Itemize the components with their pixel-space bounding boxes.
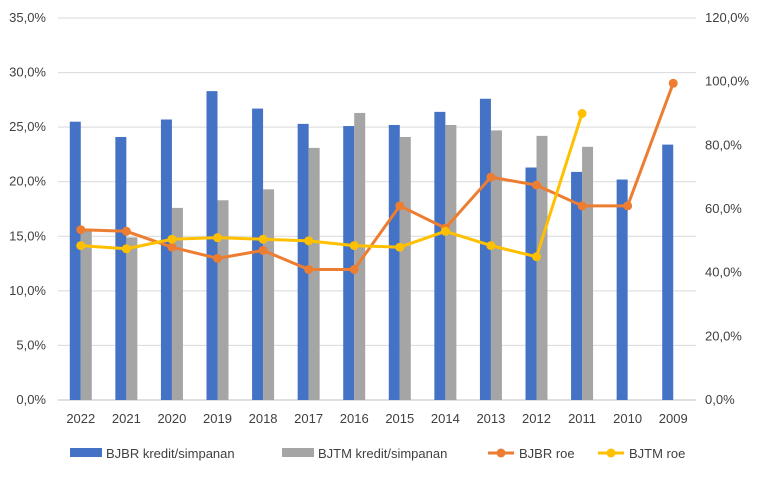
x-axis-ticks: 2022 2021 2020 2019 2018 2017 2016 2015 2014 2013… [66, 411, 687, 426]
line-point [76, 225, 86, 235]
legend-label: BJTM kredit/simpanan [318, 446, 447, 461]
legend-swatch [282, 448, 314, 457]
bar [434, 111, 446, 400]
line-point [532, 252, 541, 262]
line-point [395, 242, 405, 252]
bar [445, 124, 457, 401]
bar [206, 91, 218, 400]
line-point [167, 242, 177, 252]
line-point [304, 236, 314, 246]
bar [171, 207, 183, 400]
left-axis-tick-label: 0,0% [16, 392, 46, 407]
right-axis-tick-label: 100,0% [705, 74, 750, 89]
line-point [577, 109, 587, 118]
legend-swatch [70, 448, 102, 457]
left-axis-tick-label: 10,0% [9, 283, 46, 298]
bar [297, 123, 309, 401]
bar [263, 189, 275, 400]
legend-marker [606, 448, 616, 458]
bar [354, 112, 366, 400]
legend-marker [496, 448, 506, 458]
line-point [623, 201, 633, 211]
bar [388, 124, 400, 401]
bar-series [69, 91, 674, 401]
line-point [577, 201, 587, 211]
x-axis-tick-label: 2015 [385, 411, 414, 426]
bar [490, 130, 502, 400]
right-axis-tick-label: 20,0% [705, 328, 742, 343]
left-axis-tick-label: 30,0% [9, 65, 46, 80]
bar [571, 171, 583, 400]
line-point [167, 234, 177, 244]
series-line [80, 113, 584, 259]
x-axis-tick-label: 2013 [476, 411, 505, 426]
x-axis-tick-label: 2010 [613, 411, 642, 426]
line-point [76, 241, 86, 251]
gridlines [58, 17, 696, 401]
line-point [121, 244, 131, 254]
line-point [486, 241, 496, 251]
right-axis-tick-label: 40,0% [705, 265, 742, 280]
x-axis-tick-label: 2016 [340, 411, 369, 426]
legend-label: BJBR kredit/simpanan [106, 446, 235, 461]
left-axis-tick-label: 15,0% [9, 228, 46, 243]
bar [252, 108, 264, 401]
x-axis-tick-label: 2020 [157, 411, 186, 426]
left-axis-tick-label: 5,0% [16, 337, 46, 352]
x-axis-tick-label: 2021 [112, 411, 141, 426]
bar [582, 146, 594, 400]
bar [343, 126, 355, 401]
left-axis-tick-label: 25,0% [9, 119, 46, 134]
bar [616, 179, 628, 400]
line-point [258, 234, 268, 244]
line-point [668, 78, 678, 88]
right-axis-ticks: 0,0% 20,0% 40,0% 60,0% 80,0% 100,0% 120,0% [705, 10, 750, 407]
line-series [76, 78, 678, 274]
line-point [213, 233, 222, 243]
legend-label: BJBR roe [519, 446, 575, 461]
x-axis-tick-label: 2019 [203, 411, 232, 426]
line-point [349, 241, 359, 251]
x-axis-tick-label: 2011 [568, 411, 596, 426]
line-point [532, 180, 541, 190]
right-axis-tick-label: 60,0% [705, 201, 742, 216]
legend: BJBR kredit/simpanan BJTM kredit/simpanan… [70, 446, 685, 461]
bar [69, 121, 81, 400]
bar [115, 136, 127, 401]
bar [80, 228, 92, 400]
line-point [440, 226, 450, 236]
bar [479, 98, 491, 400]
line-point [213, 253, 222, 263]
line-point [486, 172, 496, 182]
x-axis-tick-label: 2017 [294, 411, 323, 426]
right-axis-tick-label: 120,0% [705, 10, 750, 25]
bar [160, 119, 172, 400]
right-axis-tick-label: 80,0% [705, 137, 742, 152]
bar [399, 136, 411, 401]
bar [536, 135, 548, 401]
line-point [349, 264, 359, 274]
x-axis-tick-label: 2014 [431, 411, 460, 426]
line-point [121, 226, 131, 236]
line-point [304, 264, 314, 274]
series-line [80, 82, 675, 271]
bar [308, 147, 320, 400]
left-axis-ticks: 0,0% 5,0% 10,0% 15,0% 20,0% 25,0% 30,0% 35,0% [9, 10, 46, 407]
right-axis-tick-label: 0,0% [705, 392, 735, 407]
bar [126, 237, 138, 400]
line-point [395, 201, 405, 211]
bar [662, 144, 674, 400]
left-axis-tick-label: 20,0% [9, 174, 46, 189]
left-axis-tick-label: 35,0% [9, 10, 46, 25]
legend-label: BJTM roe [629, 446, 685, 461]
bar [217, 200, 229, 400]
x-axis-tick-label: 2022 [66, 411, 95, 426]
x-axis-tick-label: 2009 [659, 411, 688, 426]
line-point [258, 245, 268, 255]
x-axis-tick-label: 2018 [249, 411, 278, 426]
bar [525, 167, 537, 400]
x-axis-tick-label: 2012 [522, 411, 551, 426]
